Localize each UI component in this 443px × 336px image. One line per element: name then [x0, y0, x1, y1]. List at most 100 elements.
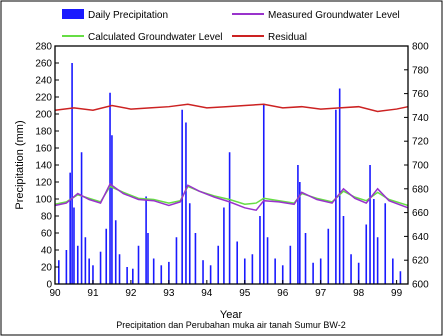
- legend-label-residual: Residual: [268, 32, 307, 43]
- groundwater-lines: [54, 103, 409, 212]
- y2-tick-label: 760: [412, 89, 429, 100]
- precipitation-bar: [126, 267, 128, 284]
- precipitation-bar: [236, 241, 238, 284]
- precipitation-bar: [71, 63, 73, 284]
- y-tick-label: 140: [35, 161, 52, 172]
- precipitation-bar: [312, 262, 314, 284]
- precipitation-bar: [137, 245, 140, 284]
- y-tick-label: 0: [46, 280, 52, 291]
- precipitation-bar: [132, 268, 134, 284]
- x-tick-label: 97: [315, 288, 327, 299]
- legend-label-daily-precipitation: Daily Precipitation: [88, 10, 168, 21]
- y2-tick-label: 700: [412, 161, 429, 172]
- y2-tick-label: 660: [412, 208, 429, 219]
- precipitation-bar: [194, 233, 197, 284]
- precipitation-bar: [262, 103, 265, 284]
- y-tick-label: 280: [35, 42, 52, 53]
- legend-swatch-daily-precipitation: [62, 9, 84, 19]
- y-tick-label: 220: [35, 93, 52, 104]
- precipitation-bar: [335, 109, 337, 284]
- x-tick-label: 94: [201, 288, 213, 299]
- y-tick-label: 20: [41, 263, 53, 274]
- precipitation-bar: [73, 207, 75, 284]
- precipitation-bar: [384, 203, 387, 284]
- y-tick-label: 120: [35, 178, 52, 189]
- precipitation-bar: [338, 88, 341, 284]
- y-tick-label: 240: [35, 76, 52, 87]
- precipitation-bar: [202, 260, 204, 284]
- precipitation-bar: [274, 258, 276, 284]
- x-tick-label: 98: [353, 288, 365, 299]
- y-tick-label: 180: [35, 127, 52, 138]
- precipitation-bar: [357, 262, 360, 284]
- precipitation-bar: [99, 251, 102, 284]
- y-axis-title: Precipitation (mm): [14, 120, 26, 209]
- precipitation-bar: [373, 199, 375, 284]
- precipitation-bar: [80, 152, 83, 284]
- x-tick-label: 93: [163, 288, 175, 299]
- precipitation-bar: [319, 258, 322, 284]
- precipitation-bar: [152, 258, 155, 284]
- precipitation-bar: [185, 122, 187, 284]
- precipitation-bar: [376, 237, 379, 284]
- y2-tick-label: 780: [412, 65, 429, 76]
- x-tick-label: 92: [125, 288, 137, 299]
- precipitation-bar: [118, 254, 121, 284]
- precipitation-bar: [58, 260, 60, 284]
- y-tick-label: 160: [35, 144, 52, 155]
- precipitation-bar: [342, 216, 345, 284]
- precipitation-bar: [114, 220, 117, 284]
- precipitation-bar: [76, 245, 79, 284]
- precipitation-bar: [111, 135, 113, 284]
- precipitation-bar: [188, 203, 191, 284]
- precipitation-bar: [399, 271, 402, 284]
- precipitation-bar: [69, 172, 71, 284]
- precipitation-bar: [281, 265, 284, 284]
- legend: Daily Precipitation Measured Groundwater…: [62, 9, 400, 43]
- precipitation-bar: [369, 165, 371, 284]
- precipitation-bar: [147, 233, 149, 284]
- precipitation-bars: [58, 63, 402, 284]
- y-tick-label: 80: [41, 212, 53, 223]
- precipitation-bar: [84, 237, 87, 284]
- measured-groundwater-line: [54, 182, 409, 212]
- y-tick-label: 40: [41, 246, 53, 257]
- y2-tick-label: 600: [412, 280, 429, 291]
- precipitation-bar: [392, 258, 394, 284]
- precipitation-bar: [304, 233, 307, 284]
- precipitation-bar: [92, 265, 94, 284]
- precipitation-bar: [175, 237, 178, 284]
- precipitation-bar: [365, 224, 368, 284]
- precipitation-bar: [297, 165, 299, 284]
- precipitation-bar: [217, 245, 220, 284]
- x-axis-title: Year: [220, 309, 243, 321]
- precipitation-bar: [88, 258, 90, 284]
- precipitation-bar: [266, 237, 269, 284]
- precipitation-bar: [350, 254, 352, 284]
- precipitation-bar: [105, 228, 108, 284]
- x-tick-label: 96: [277, 288, 289, 299]
- figure-caption: Precipitation dan Perubahan muka air tan…: [116, 320, 345, 330]
- precipitation-bar: [109, 92, 111, 284]
- residual-line: [54, 103, 409, 113]
- precipitation-bar: [243, 258, 246, 284]
- y-tick-label: 60: [41, 229, 53, 240]
- precipitation-bar: [228, 152, 231, 284]
- y-tick-label: 200: [35, 110, 52, 121]
- y-tick-label: 100: [35, 195, 52, 206]
- precipitation-bar: [327, 228, 330, 284]
- precipitation-bar: [289, 245, 292, 284]
- precipitation-bar: [145, 196, 147, 284]
- x-tick-label: 90: [49, 288, 61, 299]
- x-tick-label: 91: [87, 288, 99, 299]
- precipitation-bar: [168, 261, 170, 284]
- legend-label-calculated-groundwater: Calculated Groundwater Level: [88, 32, 223, 43]
- precipitation-bar: [223, 207, 225, 284]
- y2-tick-label: 740: [412, 113, 429, 124]
- y2-tick-label: 640: [412, 232, 429, 243]
- y-tick-label: 260: [35, 59, 52, 70]
- y2-tick-label: 620: [412, 256, 429, 267]
- y2-tick-label: 680: [412, 184, 429, 195]
- precipitation-bar: [251, 254, 254, 284]
